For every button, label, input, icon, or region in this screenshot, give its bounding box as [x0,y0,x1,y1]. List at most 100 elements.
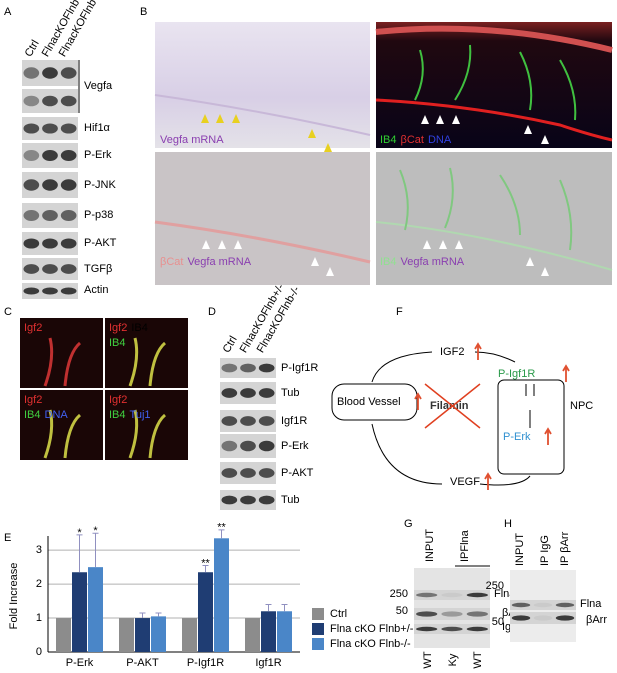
micrograph [155,152,370,285]
marker: 50 [492,616,504,628]
blot-band [511,602,531,608]
node-label: P-Erk [503,431,531,443]
blot-band [511,615,531,621]
bar [151,616,166,652]
arrowhead [436,115,444,124]
blot-band [240,388,256,398]
arrowhead [421,115,429,124]
legend-label: Flna cKO Flnb+/- [330,623,414,635]
significance: ** [217,522,226,534]
cell [43,409,82,459]
blot-band [23,67,40,79]
significance: * [93,525,98,537]
error-bar [265,603,272,612]
lane-label: INPUT [514,533,526,566]
cell [128,337,167,387]
arrowhead [423,240,431,249]
arrowhead [452,115,460,124]
panel-letter: C [4,306,12,318]
blot-strip [414,608,490,620]
blot-band [555,615,575,621]
blot-band [60,238,77,249]
blot-band [60,264,77,274]
blot-band [23,179,40,191]
x-tick-label: P-Erk [66,657,94,669]
arrowhead [524,125,532,134]
bar-sym [525,384,535,396]
blot-band [42,150,58,161]
error-bar [218,529,225,539]
lane-label: Ky [447,653,459,666]
arrowhead [308,129,316,138]
row-label: Tub [281,494,300,506]
blot-band [441,626,463,632]
caption: DNA [45,409,69,421]
blot-band [23,210,40,221]
arrow [479,475,531,486]
blot-strip [510,612,576,624]
arrowhead [541,135,549,144]
y-tick-label: 0 [36,646,42,658]
blot-band [42,210,58,221]
panel-letter: G [404,518,413,530]
blot-band [23,150,40,161]
legend-swatch [312,623,324,635]
legend-label: Flna cKO Flnb-/- [330,638,411,650]
arrowhead [201,114,209,123]
row-label: P-Erk [281,440,309,452]
caption: DNA [428,134,452,146]
error-bar [281,603,288,612]
caption: Vegfa mRNA [187,256,251,268]
blot-band [221,416,238,426]
row-label: Actin [84,284,108,296]
significance: ** [201,557,210,569]
blot-band [240,416,256,426]
arrowhead [202,240,210,249]
legend-swatch [312,608,324,620]
panel-letter: A [4,6,12,18]
lane-label: WT [472,651,484,668]
up-arrow [544,427,552,445]
blot-band [466,626,488,632]
blot-band [60,123,77,134]
arrowhead [311,257,319,266]
micrograph [105,390,188,460]
arrowhead [439,240,447,249]
tissue-edge [375,25,613,53]
blot-band [240,495,256,505]
caption: IB4 [109,409,126,421]
panel-letter: E [4,532,11,544]
caption: Igf2 [109,322,127,334]
row-label: P-Igf1R [281,362,318,374]
blot-band [23,123,40,134]
blot-band [466,592,488,598]
arrowhead [324,143,332,152]
lane-label: IP βArr [559,531,571,566]
caption: IB4 [109,337,126,349]
node [331,383,418,421]
y-tick-label: 3 [36,544,42,556]
y-axis-label: Fold Increase [8,563,20,630]
x-tick-label: Igf1R [255,657,281,669]
lane-label: Ctrl [23,38,42,59]
vessel [399,169,409,231]
legend-swatch [312,638,324,650]
blot-band [42,179,58,191]
blot-band [533,615,553,621]
arrow [474,351,516,363]
node-label: NPC [570,400,593,412]
cross [424,383,481,429]
blot-band [221,388,238,398]
vessel [559,59,577,121]
arrowhead [455,240,463,249]
error-bar [155,612,162,617]
blot-band [221,468,238,478]
node-label: P-Igf1R [498,368,535,380]
node-label: IGF2 [440,346,464,358]
caption: IB4 [24,409,41,421]
y-tick-label: 2 [36,578,42,590]
blot-band [221,495,238,505]
arrowhead [234,240,242,249]
cell [43,337,82,387]
bar [198,572,213,652]
